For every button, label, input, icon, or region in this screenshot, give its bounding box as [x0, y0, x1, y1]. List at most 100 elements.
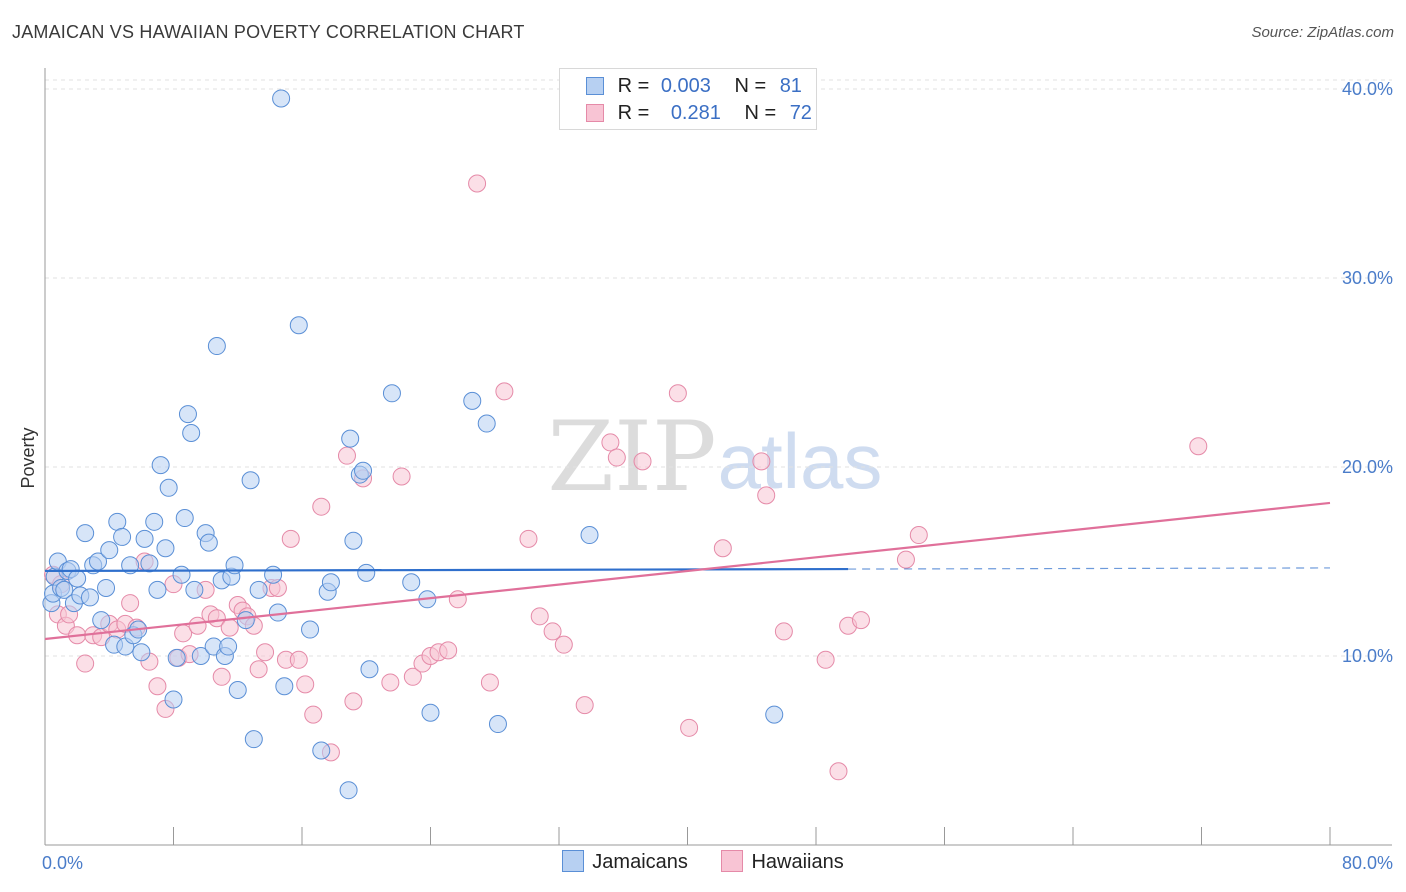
hawaiian-point	[249, 660, 268, 679]
jamaican-point	[382, 384, 401, 403]
jamaican-point	[172, 565, 191, 584]
legend-r-value: 0.003	[660, 75, 711, 97]
y-tick-label: 20.0%	[1342, 457, 1393, 477]
hawaiian-point	[296, 675, 315, 694]
y-tick-labels: 10.0% 20.0% 30.0% 40.0%	[1342, 79, 1393, 666]
legend-n-label: N =	[744, 102, 777, 124]
legend-n-label: N =	[734, 75, 767, 97]
jamaican-point	[207, 337, 226, 356]
legend-row-hawaiians: R = 0.281 N = 72	[586, 102, 812, 128]
jamaican-point	[301, 620, 320, 639]
jamaican-point	[463, 391, 482, 410]
hawaiian-point	[207, 609, 226, 628]
jamaican-point	[151, 456, 170, 475]
jamaican-point	[159, 478, 178, 497]
hawaiian-point	[337, 446, 356, 465]
legend-label-hawaiians: Hawaiians	[751, 851, 844, 873]
series-legend: Jamaicans Hawaiians	[0, 850, 1406, 874]
jamaican-point	[164, 690, 183, 709]
jamaican-point	[76, 524, 95, 543]
hawaiian-point	[256, 643, 275, 662]
jamaican-point	[68, 569, 87, 588]
jamaican-point	[341, 429, 360, 448]
jamaican-point	[113, 527, 132, 546]
hawaiian-point	[439, 641, 458, 660]
legend-r-label: R =	[617, 102, 650, 124]
hawaiian-point	[220, 618, 239, 637]
jamaican-point	[199, 533, 218, 552]
jamaican-point	[268, 603, 287, 622]
jamaican-point	[92, 611, 111, 630]
hawaiian-point	[607, 448, 626, 467]
jamaican-point	[244, 730, 263, 749]
jamaican-point	[191, 647, 210, 666]
hawaiian-point	[668, 384, 687, 403]
legend-swatch-pink	[586, 104, 604, 122]
legend-swatch-blue	[586, 77, 604, 95]
legend-r-label: R =	[617, 75, 650, 97]
hawaiian-point	[543, 622, 562, 641]
jamaican-point	[140, 554, 159, 573]
jamaican-point	[55, 580, 74, 599]
hawaiian-point	[601, 433, 620, 452]
jamaicans-points	[42, 89, 784, 800]
jamaican-point	[339, 781, 358, 800]
hawaiian-point	[896, 550, 915, 569]
hawaiian-point	[480, 673, 499, 692]
jamaican-point	[80, 588, 99, 607]
jamaican-point	[580, 526, 599, 545]
jamaican-point	[148, 580, 167, 599]
jamaican-point	[289, 316, 308, 335]
y-tick-label: 40.0%	[1342, 79, 1393, 99]
hawaiian-point	[344, 692, 363, 711]
hawaiian-point	[851, 611, 870, 630]
hawaiian-point	[575, 696, 594, 715]
source-label: Source: ZipAtlas.com	[1251, 24, 1394, 41]
hawaiians-trend-line	[44, 501, 1331, 641]
jamaican-point	[219, 637, 238, 656]
y-tick-label: 10.0%	[1342, 646, 1393, 666]
hawaiian-point	[281, 529, 300, 548]
hawaiian-point	[312, 497, 331, 516]
y-tick-label: 30.0%	[1342, 268, 1393, 288]
jamaican-point	[275, 677, 294, 696]
hawaiian-point	[304, 705, 323, 724]
jamaican-point	[135, 529, 154, 548]
x-tick-label-min: 0.0%	[42, 853, 83, 873]
hawaiian-point	[448, 590, 467, 609]
y-axis-label: Poverty	[18, 427, 38, 488]
jamaican-point	[228, 681, 247, 700]
hawaiian-point	[774, 622, 793, 641]
hawaiian-point	[829, 762, 848, 781]
jamaican-point	[477, 414, 496, 433]
hawaiian-point	[1189, 437, 1208, 456]
hawaiian-point	[680, 718, 699, 737]
legend-label-jamaicans: Jamaicans	[592, 851, 688, 873]
jamaican-point	[402, 573, 421, 592]
watermark-atlas: atlas	[718, 417, 883, 505]
hawaiian-point	[212, 667, 231, 686]
legend-r-value: 0.281	[670, 102, 721, 124]
hawaiian-point	[519, 529, 538, 548]
legend-row-jamaicans: R = 0.003 N = 81	[586, 75, 802, 101]
jamaican-point	[97, 578, 116, 597]
jamaican-point	[236, 611, 255, 630]
jamaican-point	[321, 573, 340, 592]
legend-item-hawaiians: Hawaiians	[721, 850, 844, 874]
hawaiian-point	[909, 526, 928, 545]
jamaican-point	[354, 461, 373, 480]
jamaican-point	[145, 512, 164, 531]
jamaican-point	[175, 509, 194, 528]
x-tick-label-max: 80.0%	[1342, 853, 1393, 873]
jamaican-point	[360, 660, 379, 679]
jamaican-point	[132, 643, 151, 662]
hawaiian-point	[816, 650, 835, 669]
hawaiian-point	[752, 452, 771, 471]
hawaiian-point	[148, 677, 167, 696]
watermark-zip: ZIP	[547, 401, 716, 513]
hawaiians-points	[44, 174, 1208, 781]
hawaiian-point	[381, 673, 400, 692]
hawaiian-point	[633, 452, 652, 471]
legend-item-jamaicans: Jamaicans	[562, 850, 688, 874]
jamaican-point	[108, 512, 127, 531]
